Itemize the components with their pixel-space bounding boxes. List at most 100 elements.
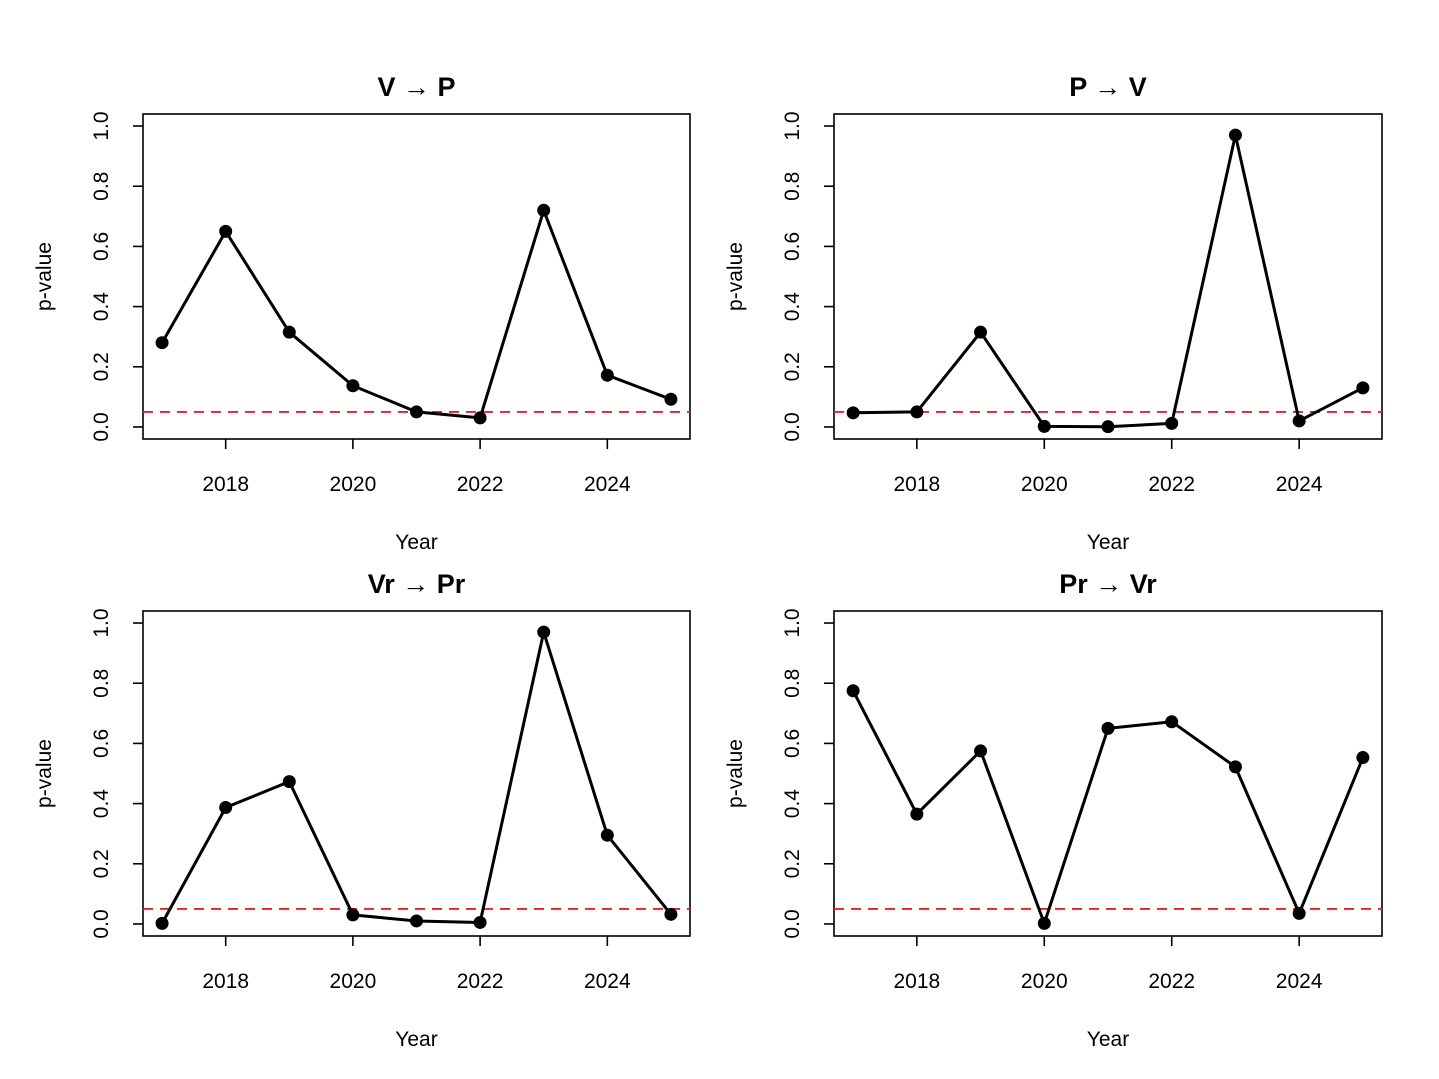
y-tick-label: 1.0: [781, 111, 804, 140]
x-tick-label: 2024: [584, 473, 631, 496]
y-tick-label: 0.2: [90, 352, 113, 381]
y-axis-label: p-value: [33, 739, 56, 808]
data-point: [910, 405, 924, 419]
data-point: [537, 203, 551, 217]
x-tick-label: 2022: [1148, 473, 1195, 496]
x-axis-label: Year: [395, 1028, 437, 1051]
panel-p-to-v: P → V 2018 2020 2022 2024 0.0 0.2 0.4 0.6 0.8 1.0 Y…: [724, 72, 1383, 554]
panel-v-to-p: V → P 2018 2020 2022 2024 0.0 0.2 0.4 0.6 0.8 1.0 Y…: [33, 72, 691, 554]
x-tick-label: 2024: [1276, 473, 1323, 496]
x-tick-label: 2020: [330, 473, 377, 496]
data-point: [1037, 419, 1051, 433]
data-point: [974, 325, 988, 339]
data-point: [1165, 416, 1179, 430]
y-tick-label: 0.8: [781, 172, 804, 201]
x-tick-label: 2018: [893, 970, 940, 993]
data-point: [155, 336, 169, 350]
data-point: [473, 915, 487, 929]
y-tick-label: 0.2: [90, 849, 113, 878]
x-tick-label: 2022: [1148, 970, 1195, 993]
data-point: [1101, 420, 1115, 434]
data-point: [537, 625, 551, 639]
y-tick-label: 0.6: [90, 729, 113, 758]
data-point: [846, 684, 860, 698]
y-tick-label: 0.0: [781, 909, 804, 938]
panel-vr-to-pr: Vr → Pr 2018 2020 2022 2024 0.0 0.2 0.4 0.6 0.8 1.…: [33, 569, 691, 1051]
data-point: [846, 406, 860, 420]
y-tick-label: 0.4: [781, 292, 804, 322]
data-point: [410, 914, 423, 928]
data-point: [410, 405, 423, 419]
chart-title: P → V: [1069, 72, 1147, 102]
y-tick-label: 0.8: [90, 172, 113, 201]
y-tick-label: 1.0: [90, 111, 113, 140]
data-point: [664, 907, 678, 921]
data-point: [1292, 414, 1306, 428]
y-tick-label: 0.8: [781, 669, 804, 698]
data-point: [1228, 128, 1242, 142]
x-tick-label: 2022: [457, 970, 504, 993]
y-tick-label: 1.0: [781, 608, 804, 637]
data-point: [1165, 715, 1179, 729]
chart-title: Vr → Pr: [368, 569, 466, 599]
data-point: [974, 744, 988, 758]
x-tick-label: 2022: [457, 473, 504, 496]
x-axis-label: Year: [1087, 1028, 1129, 1051]
data-point: [155, 916, 169, 930]
y-tick-label: 0.6: [781, 729, 804, 758]
x-tick-label: 2018: [202, 970, 249, 993]
data-point: [1101, 721, 1115, 735]
data-point: [1292, 906, 1306, 920]
y-tick-label: 0.2: [781, 849, 804, 878]
y-tick-label: 0.6: [781, 232, 804, 261]
data-point: [346, 908, 360, 922]
y-tick-label: 0.4: [90, 789, 113, 819]
y-tick-label: 0.0: [781, 412, 804, 441]
y-tick-label: 0.0: [90, 412, 113, 441]
data-point: [282, 775, 296, 789]
y-tick-label: 0.4: [90, 292, 113, 322]
chart-title: V → P: [377, 72, 455, 102]
y-tick-label: 0.6: [90, 232, 113, 261]
series-line: [160, 208, 672, 420]
x-tick-label: 2020: [1021, 970, 1068, 993]
x-tick-label: 2024: [584, 970, 631, 993]
data-point: [664, 392, 678, 406]
data-point: [282, 325, 296, 339]
y-tick-label: 0.2: [781, 352, 804, 381]
x-tick-label: 2024: [1276, 970, 1323, 993]
chart-title: Pr → Vr: [1059, 569, 1157, 599]
y-tick-label: 1.0: [90, 608, 113, 637]
plot-frame: [142, 610, 691, 937]
data-point: [1228, 760, 1242, 774]
plot-frame: [833, 113, 1383, 440]
x-tick-label: 2018: [202, 473, 249, 496]
y-axis-label: p-value: [724, 739, 747, 808]
plot-frame: [833, 610, 1383, 937]
data-point: [1356, 381, 1370, 395]
plot-frame: [142, 113, 691, 440]
data-point: [600, 368, 614, 382]
data-point: [219, 224, 233, 238]
data-point: [219, 801, 233, 815]
data-point: [473, 411, 487, 425]
y-tick-label: 0.4: [781, 789, 804, 819]
data-point: [346, 379, 360, 393]
panel-pr-to-vr: Pr → Vr 2018 2020 2022 2024 0.0 0.2 0.4 0.6 0.8 1.…: [724, 569, 1383, 1051]
y-tick-label: 0.8: [90, 669, 113, 698]
data-point: [1037, 916, 1051, 930]
data-point: [910, 807, 924, 821]
y-axis-label: p-value: [33, 242, 56, 311]
series-line: [160, 630, 673, 925]
series-line: [853, 133, 1364, 429]
x-tick-label: 2018: [893, 473, 940, 496]
x-axis-label: Year: [395, 531, 437, 554]
x-axis-label: Year: [1087, 531, 1129, 554]
x-tick-label: 2020: [1021, 473, 1068, 496]
y-axis-label: p-value: [724, 242, 747, 311]
data-point: [600, 828, 614, 842]
y-tick-label: 0.0: [90, 909, 113, 938]
data-point: [1356, 751, 1370, 765]
x-tick-label: 2020: [330, 970, 377, 993]
